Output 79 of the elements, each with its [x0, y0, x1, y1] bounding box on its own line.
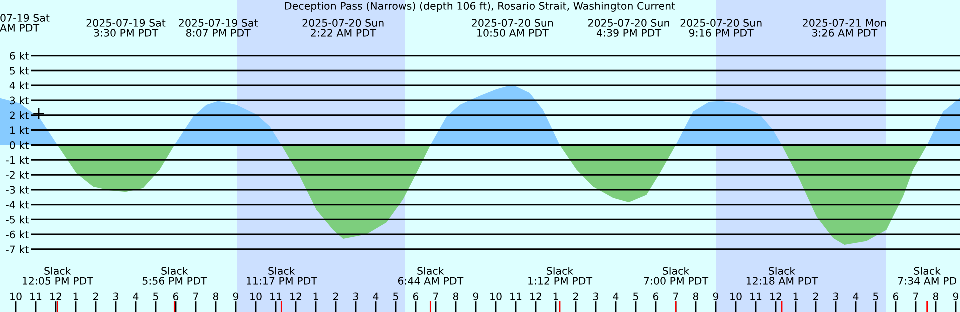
x-tick-label: 11 [510, 292, 522, 300]
x-tick-label: 12 [50, 292, 62, 300]
x-tick-label: 6 [173, 292, 179, 301]
x-tick-label: 12 [770, 292, 782, 300]
x-tick-label: 8 [933, 292, 939, 301]
x-tick-label: 7 [434, 292, 438, 300]
y-tick-label: -1 kt [6, 156, 29, 164]
x2-tick-label: 2025-07-20 Sun 9:16 PM PDT [680, 19, 762, 37]
x-tick-label: 5 [634, 292, 638, 301]
x-tick-label: 2 [813, 292, 818, 300]
x-tick-label: 4 [133, 292, 139, 300]
x-tick-label: 3 [594, 292, 598, 301]
annotation: Slack 6:44 AM PDT [398, 267, 464, 285]
annotation: 07-19 Sat AM PDT [0, 14, 50, 32]
x-tick-label: 1 [554, 292, 558, 300]
x-tick-label: 5 [154, 292, 158, 301]
x-tick-label: 8 [693, 292, 699, 301]
y-tick-label: -6 kt [6, 230, 29, 239]
y-tick-label: 6 kt [10, 52, 29, 60]
x-tick-label: 10 [730, 292, 742, 301]
x-tick-label: 8 [453, 292, 459, 301]
y-tick-label: 4 kt [10, 82, 29, 90]
x-tick-label: 8 [213, 292, 219, 301]
x-tick-label: 6 [413, 292, 419, 301]
x-tick-label: 10 [490, 292, 502, 301]
x-tick-label: 5 [874, 292, 878, 301]
annotation: Slack 7:34 AM PD [898, 267, 957, 285]
x-tick-label: 7 [674, 292, 678, 300]
y-tick-label: -5 kt [6, 216, 29, 224]
annotation: Slack 7:00 PM PDT [644, 267, 709, 285]
x2-tick-label: 2025-07-20 Sun 2:22 AM PDT [302, 19, 384, 37]
x-tick-label: 9 [713, 292, 719, 301]
x-tick-label: 6 [653, 292, 659, 301]
x-tick-label: 1 [794, 292, 798, 300]
annotation: Slack 12:05 PM PDT [22, 267, 94, 285]
x-tick-label: 4 [613, 292, 619, 300]
x2-tick-label: 2025-07-19 Sat 3:30 PM PDT [86, 19, 166, 37]
x-tick-label: 3 [354, 292, 358, 301]
x-tick-label: 7 [194, 292, 198, 300]
y-tick-label: -2 kt [6, 171, 29, 179]
x-tick-label: 9 [473, 292, 479, 301]
x-tick-label: 11 [270, 292, 282, 300]
annotation: Slack 12:18 AM PDT [746, 267, 818, 285]
chart-title: Deception Pass (Narrows) (depth 106 ft), Rosario Strait, Washington Current [285, 2, 676, 12]
x-tick-label: 6 [893, 292, 899, 301]
x-tick-label: 4 [853, 292, 859, 300]
x-tick-label: 11 [750, 292, 762, 300]
y-tick-label: -4 kt [6, 200, 29, 209]
x-tick-label: 12 [290, 292, 302, 300]
y-tick-label: 2 kt [10, 112, 29, 120]
annotation: Slack 11:17 PM PDT [246, 267, 318, 285]
x-tick-label: 1 [314, 292, 318, 300]
x-tick-label: 12 [530, 292, 542, 300]
y-tick-label: 1 kt [10, 126, 29, 134]
y-tick-label: -3 kt [6, 186, 29, 194]
x-tick-label: 3 [834, 292, 838, 301]
x-tick-label: 3 [114, 292, 118, 301]
x-tick-label: 2 [573, 292, 578, 300]
x-tick-label: 11 [30, 292, 42, 300]
y-tick-label: -7 kt [6, 246, 29, 254]
x-tick-label: 2 [333, 292, 338, 300]
x2-tick-label: 2025-07-20 Sun 10:50 AM PDT [472, 19, 554, 37]
x-tick-label: 2 [93, 292, 98, 300]
x2-tick-label: 2025-07-21 Mon 3:26 AM PDT [803, 19, 886, 37]
x2-tick-label: 2025-07-20 Sun 4:39 PM PDT [588, 19, 670, 37]
x2-tick-label: 2025-07-19 Sat 8:07 PM PDT [179, 19, 258, 37]
x-tick-label: 5 [394, 292, 398, 301]
y-tick-label: 3 kt [10, 96, 29, 105]
annotation: Slack 1:12 PM PDT [528, 267, 593, 285]
x-tick-label: 10 [10, 292, 22, 301]
x-tick-label: 9 [953, 292, 959, 301]
x-tick-label: 10 [250, 292, 262, 301]
y-tick-label: 0 kt [10, 141, 29, 150]
x-tick-label: 4 [373, 292, 379, 300]
y-tick-label: 5 kt [10, 66, 29, 75]
annotation: Slack 5:56 PM PDT [142, 267, 208, 285]
x-tick-label: 1 [74, 292, 78, 300]
x-tick-label: 9 [233, 292, 239, 301]
x-tick-label: 7 [914, 292, 918, 300]
